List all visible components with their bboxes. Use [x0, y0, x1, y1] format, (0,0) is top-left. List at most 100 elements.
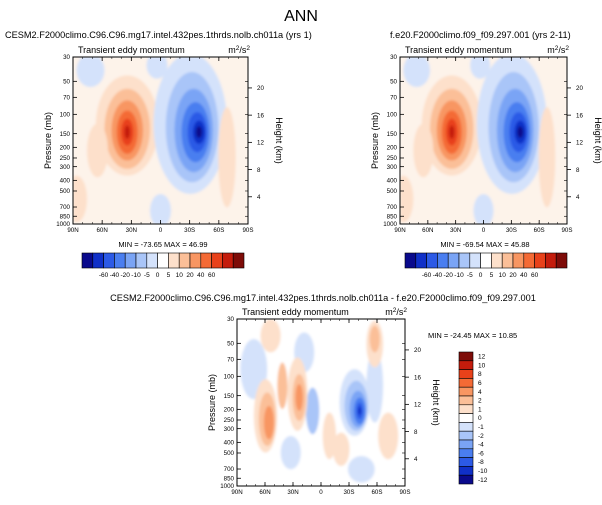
y-tick-label: 30 — [63, 54, 70, 61]
colorbar-swatch — [458, 413, 474, 423]
colorbar-swatch — [92, 252, 104, 269]
colorbar-swatch — [146, 252, 158, 269]
panel-title: CESM2.F2000climo.C96.C96.mg17.intel.432p… — [110, 293, 536, 303]
y-tick-label: 50 — [227, 341, 234, 348]
x-tick-label: 30S — [343, 489, 354, 496]
colorbar-label: 60 — [208, 272, 216, 279]
colorbar-label: 20 — [186, 272, 194, 279]
y-tick-label: 150 — [60, 131, 71, 138]
y-tick-label: 850 — [387, 213, 398, 220]
colorbar-swatch — [437, 252, 449, 269]
y-tick-label: 1000 — [220, 483, 234, 490]
colorbar-swatch — [415, 252, 427, 269]
colorbar-swatch — [200, 252, 212, 269]
colorbar-label: 10 — [499, 272, 507, 279]
colorbar-swatch — [555, 252, 568, 269]
colorbar-swatch — [512, 252, 525, 269]
colorbar-label: 40 — [520, 272, 528, 279]
panel-subtitle: Transient eddy momentum — [405, 45, 512, 55]
colorbar-swatch — [458, 430, 474, 441]
y-tick-label: 500 — [224, 450, 235, 457]
colorbar-label: -40 — [433, 272, 443, 279]
panel-subtitle: Transient eddy momentum — [242, 307, 349, 317]
colorbar-label: -8 — [478, 459, 484, 466]
colorbar-label: -40 — [110, 272, 120, 279]
y-axis-label: Pressure (mb) — [43, 112, 53, 169]
y-tick-label: 400 — [387, 178, 398, 185]
colorbar-label: -10 — [478, 468, 488, 475]
x-tick-label: 60S — [371, 489, 382, 496]
x-tick-label: 90S — [242, 227, 253, 234]
y-tick-label: 100 — [387, 112, 398, 119]
x-tick-label: 30N — [450, 227, 461, 234]
y-tick-label: 500 — [387, 188, 398, 195]
y-tick-label: 70 — [63, 95, 70, 102]
y-tick-label: 50 — [63, 79, 70, 86]
height-tick-label: 4 — [576, 194, 580, 201]
colorbar-swatch — [458, 439, 474, 450]
y-tick-label: 250 — [387, 155, 398, 162]
colorbar-swatch — [458, 448, 474, 458]
colorbar-swatch — [458, 466, 474, 476]
colorbar-swatch — [426, 252, 438, 269]
colorbar-swatch — [458, 378, 474, 388]
x-tick-label: 90N — [394, 227, 405, 234]
x-tick-label: 0 — [319, 489, 323, 496]
colorbar-swatch — [222, 252, 234, 269]
colorbar-swatch — [178, 252, 191, 269]
colorbar-label: -20 — [120, 272, 130, 279]
colorbar-label: 10 — [478, 362, 486, 369]
y-tick-label: 30 — [227, 316, 234, 323]
y-tick-label: 850 — [60, 213, 71, 220]
colorbar-swatch — [232, 252, 245, 269]
panel-top-right: f.e20.F2000climo.f09_f09.297.001 (yrs 2-… — [370, 30, 602, 249]
x-tick-label: 60N — [96, 227, 107, 234]
colorbar-swatch — [103, 252, 115, 269]
height-tick-label: 4 — [414, 456, 418, 463]
units-label: m2/s2 — [385, 307, 407, 317]
height-tick-label: 12 — [576, 140, 583, 147]
colorbar-label: -6 — [478, 450, 484, 457]
colorbar-top: -60 -40 -20 -10 -5 0 5 10 20 40 60 -60 -40 -20 -10 -5 0 5… — [81, 252, 568, 279]
colorbar-swatch — [523, 252, 535, 269]
x-tick-label: 90S — [561, 227, 572, 234]
colorbar-label: -10 — [454, 272, 464, 279]
y-tick-label: 100 — [224, 374, 235, 381]
colorbar-swatch — [458, 404, 474, 414]
colorbar-swatch — [458, 457, 474, 467]
x-tick-label: 90S — [399, 489, 410, 496]
height-tick-label: 20 — [257, 85, 264, 92]
y-axis-label-right: Height (km) — [593, 117, 602, 164]
x-tick-label: 90N — [67, 227, 78, 234]
y-tick-label: 250 — [224, 417, 235, 424]
panel-top-left: CESM2.F2000climo.C96.C96.mg17.intel.432p… — [5, 30, 312, 249]
colorbar-swatch — [124, 252, 137, 269]
y-tick-label: 400 — [224, 440, 235, 447]
colorbar-label: 12 — [478, 354, 486, 361]
y-tick-label: 200 — [387, 145, 398, 152]
stats-label: MIN = -24.45 MAX = 10.85 — [428, 331, 517, 340]
colorbar-swatch — [458, 386, 474, 397]
x-tick-label: 30N — [126, 227, 137, 234]
figure-title: ANN — [284, 8, 318, 25]
x-tick-label: 30S — [506, 227, 517, 234]
y-tick-label: 150 — [224, 393, 235, 400]
y-tick-label: 200 — [224, 407, 235, 414]
colorbar-label: -5 — [467, 272, 473, 279]
colorbar-label: 5 — [167, 272, 171, 279]
colorbar-label: 10 — [176, 272, 184, 279]
y-tick-label: 700 — [60, 204, 71, 211]
y-tick-label: 50 — [390, 79, 397, 86]
contour-field — [237, 319, 405, 486]
colorbar-label: 20 — [509, 272, 517, 279]
y-tick-label: 300 — [60, 164, 71, 171]
y-tick-label: 300 — [224, 426, 235, 433]
contour-field — [400, 57, 567, 224]
contour-field — [73, 57, 248, 224]
x-tick-label: 60N — [422, 227, 433, 234]
panel-title: f.e20.F2000climo.f09_f09.297.001 (yrs 2-… — [390, 30, 571, 40]
colorbar-swatch — [458, 369, 474, 379]
y-tick-label: 70 — [227, 357, 234, 364]
y-tick-label: 200 — [60, 145, 71, 152]
